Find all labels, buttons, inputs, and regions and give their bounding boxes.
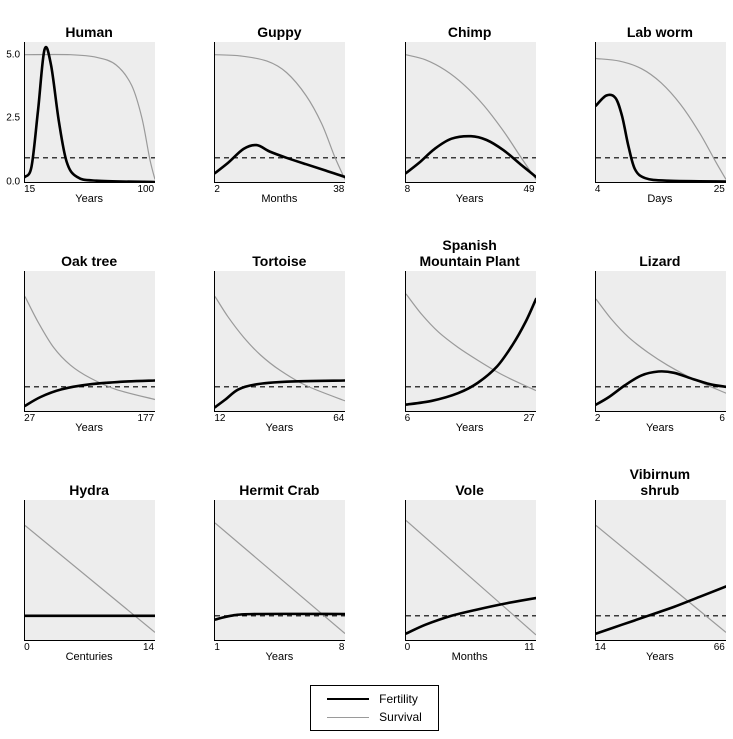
x-unit-label: Years bbox=[595, 651, 725, 663]
x-unit-label: Days bbox=[595, 193, 725, 205]
panel: Oak tree27177Years bbox=[8, 237, 170, 438]
fertility-line bbox=[25, 47, 155, 182]
y-tick-label: 0.0 bbox=[6, 177, 20, 188]
panel: Lab worm425Days bbox=[579, 8, 733, 209]
fertility-line bbox=[406, 136, 536, 177]
y-tick-label: 2.5 bbox=[6, 113, 20, 124]
panel-title: Vibirnum shrub bbox=[630, 466, 690, 498]
fertility-line bbox=[25, 381, 155, 406]
legend-fertility: Fertility bbox=[327, 692, 422, 706]
panel-title: Lizard bbox=[639, 237, 680, 269]
x-unit-label: Years bbox=[405, 422, 535, 434]
y-tick-label: 5.0 bbox=[6, 49, 20, 60]
legend-fertility-line bbox=[327, 698, 369, 700]
x-unit-label: Years bbox=[214, 422, 344, 434]
panel: Vole011Months bbox=[389, 466, 551, 667]
chart-grid: Human0.02.55.015100YearsGuppy238MonthsCh… bbox=[8, 8, 733, 667]
panel-title: Tortoise bbox=[252, 237, 306, 269]
plot-svg bbox=[24, 42, 155, 183]
legend-survival-label: Survival bbox=[379, 710, 422, 724]
plot-svg bbox=[214, 42, 345, 183]
x-unit-label: Years bbox=[595, 422, 725, 434]
panel-title: Oak tree bbox=[61, 237, 117, 269]
panel: Hydra014Centuries bbox=[8, 466, 170, 667]
plot-svg bbox=[24, 500, 155, 641]
panel-title: Lab worm bbox=[627, 8, 693, 40]
panel: Spanish Mountain Plant627Years bbox=[389, 237, 551, 438]
plot-svg bbox=[595, 500, 726, 641]
survival-line bbox=[406, 520, 536, 635]
x-unit-label: Years bbox=[24, 422, 154, 434]
survival-line bbox=[596, 59, 726, 180]
panel-title: Human bbox=[65, 8, 112, 40]
x-unit-label: Months bbox=[405, 651, 535, 663]
fertility-line bbox=[406, 299, 536, 405]
survival-line bbox=[215, 297, 345, 401]
legend-survival: Survival bbox=[327, 710, 422, 724]
panel-title: Hermit Crab bbox=[239, 466, 319, 498]
panel: Lizard26Years bbox=[579, 237, 733, 438]
plot-svg bbox=[405, 42, 536, 183]
panel-title: Spanish Mountain Plant bbox=[419, 237, 519, 269]
panel: Tortoise1264Years bbox=[198, 237, 360, 438]
survival-line bbox=[215, 55, 345, 180]
fertility-line bbox=[596, 95, 726, 182]
plot-svg bbox=[214, 271, 345, 412]
legend-box: Fertility Survival bbox=[310, 685, 439, 731]
survival-line bbox=[596, 299, 726, 393]
survival-line bbox=[406, 294, 536, 391]
panel: Hermit Crab18Years bbox=[198, 466, 360, 667]
panel-title: Hydra bbox=[69, 466, 109, 498]
plot-svg bbox=[405, 500, 536, 641]
fertility-line bbox=[596, 371, 726, 404]
legend-fertility-label: Fertility bbox=[379, 692, 418, 706]
panel-title: Guppy bbox=[257, 8, 301, 40]
survival-line bbox=[25, 55, 155, 180]
panel: Guppy238Months bbox=[198, 8, 360, 209]
plot-svg bbox=[24, 271, 155, 412]
plot-svg bbox=[595, 271, 726, 412]
legend: Fertility Survival bbox=[8, 685, 733, 731]
x-unit-label: Months bbox=[214, 193, 344, 205]
plot-svg bbox=[214, 500, 345, 641]
plot-svg bbox=[405, 271, 536, 412]
survival-line bbox=[215, 523, 345, 634]
fertility-line bbox=[215, 145, 345, 177]
plot-svg bbox=[595, 42, 726, 183]
panel: Vibirnum shrub1466Years bbox=[579, 466, 733, 667]
panel: Human0.02.55.015100Years bbox=[8, 8, 170, 209]
legend-survival-line bbox=[327, 717, 369, 718]
fertility-line bbox=[596, 587, 726, 634]
panel-title: Chimp bbox=[448, 8, 492, 40]
x-unit-label: Years bbox=[24, 193, 154, 205]
panel-title: Vole bbox=[455, 466, 484, 498]
x-unit-label: Years bbox=[405, 193, 535, 205]
x-unit-label: Centuries bbox=[24, 651, 154, 663]
x-unit-label: Years bbox=[214, 651, 344, 663]
panel: Chimp849Years bbox=[389, 8, 551, 209]
